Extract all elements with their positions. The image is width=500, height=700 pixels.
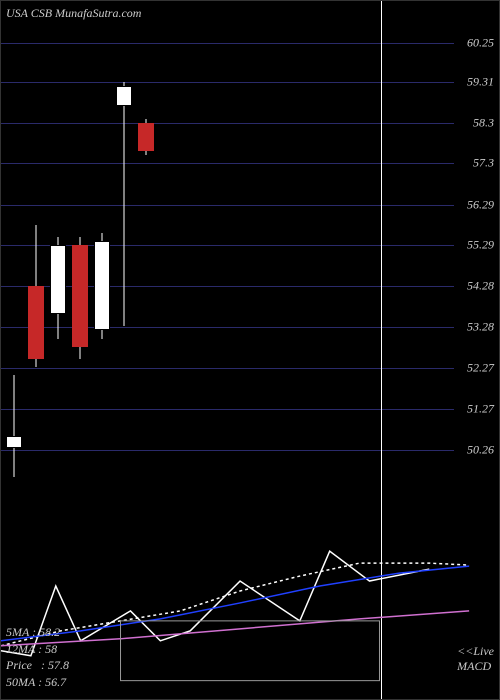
price-axis-label: 60.25 [467,36,494,51]
price-axis-label: 56.29 [467,197,494,212]
gridline [1,286,454,287]
candle [50,21,66,481]
price-axis-label: 54.28 [467,279,494,294]
price-axis-label: 55.29 [467,238,494,253]
candle-wick [124,82,125,326]
candle [94,21,110,481]
price-axis-label: 58.3 [473,115,494,130]
live-macd-label: <<Live MACD [457,644,494,674]
candle-body [94,241,110,331]
candle-body [72,245,88,347]
price-axis-label: 59.31 [467,74,494,89]
gridline [1,163,454,164]
gridline [1,368,454,369]
candle-body [6,436,22,448]
price-label: Price : 57.8 [6,657,69,674]
gridline [1,409,454,410]
candle [28,21,44,481]
candle [6,21,22,481]
candle [72,21,88,481]
price-axis-label: 52.27 [467,361,494,376]
candle-body [138,123,154,151]
price-panel: 60.25 59.31 58.3 57.3 56.29 55.29 54.28 53.28 52… [1,21,499,481]
price-axis-label: 50.26 [467,443,494,458]
gridline [1,205,454,206]
candle-body [116,86,132,106]
indicator-panel [1,491,499,691]
price-axis-label: 57.3 [473,156,494,171]
ma50-label: 50MA : 56.7 [6,674,69,691]
chart-title: USA CSB MunafaSutra.com [6,6,141,21]
candle-body [28,286,44,359]
gridline [1,123,454,124]
histogram-outline [121,621,380,681]
gridline [1,450,454,451]
chart-container: USA CSB MunafaSutra.com 60.25 59.31 58.3 57… [0,0,500,700]
gridline [1,43,454,44]
indicator-svg [1,491,499,691]
candle [138,21,154,481]
candle [116,21,132,481]
info-box: 5MA : 58.2 12MA : 58 Price : 57.8 50MA :… [6,624,69,691]
gridline [1,245,454,246]
price-axis-label: 53.28 [467,320,494,335]
price-axis-label: 51.27 [467,401,494,416]
candle-body [50,245,66,314]
ma5-label: 5MA : 58.2 [6,624,69,641]
candle-wick [14,375,15,477]
gridline [1,82,454,83]
gridline [1,327,454,328]
ma12-label: 12MA : 58 [6,641,69,658]
